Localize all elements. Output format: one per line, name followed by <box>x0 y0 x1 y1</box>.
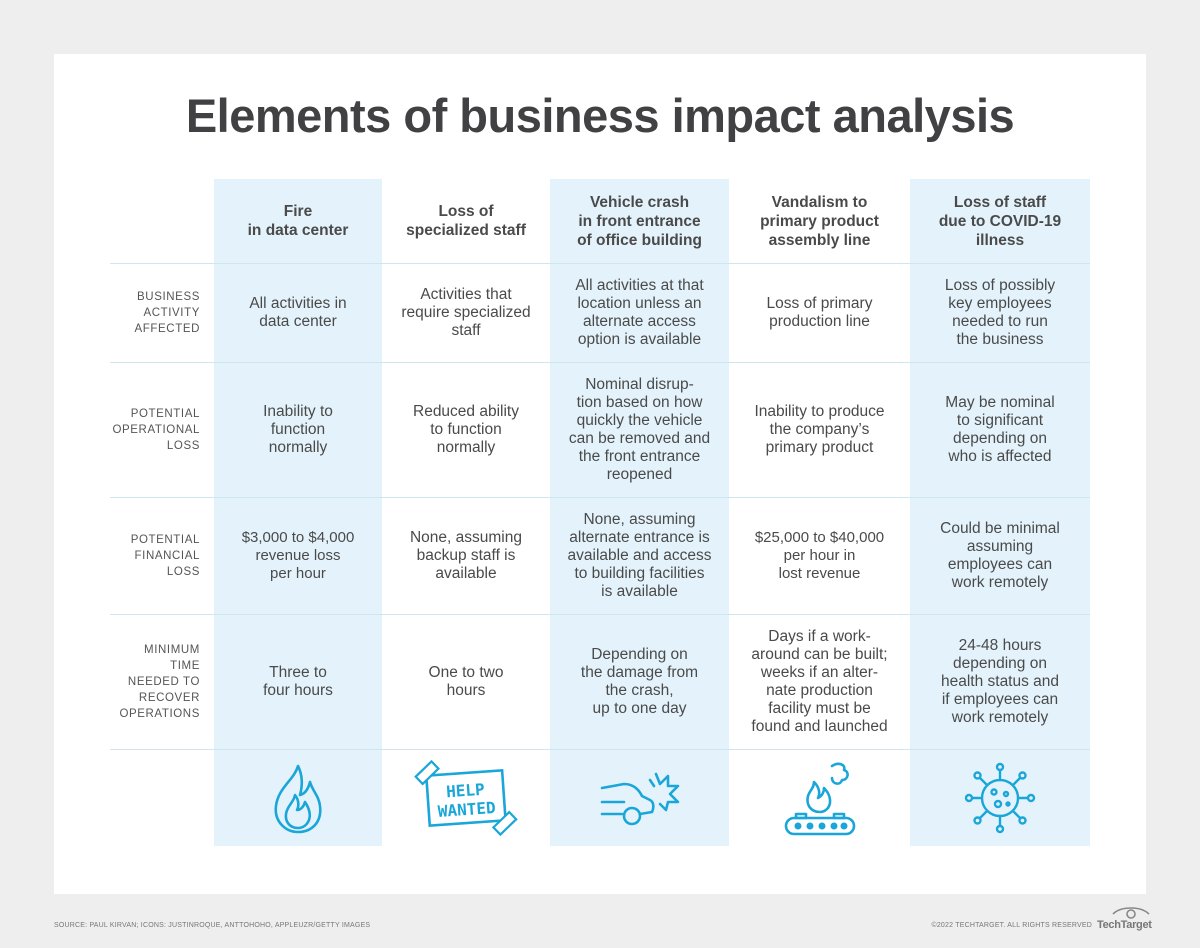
table-cell: Loss of primary production line <box>766 294 873 330</box>
column-shade-3 <box>550 179 729 846</box>
column-header-specialized-staff: Loss of specialized staff <box>406 203 526 239</box>
column-header-covid: Loss of staff due to COVID-19 illness <box>938 193 1062 249</box>
row-label-recovery-time: MINIMUM TIME NEEDED TO RECOVER OPERATION… <box>119 643 200 720</box>
burning-assembly-line-icon <box>729 752 910 844</box>
table-cell: $3,000 to $4,000 revenue loss per hour <box>241 528 355 582</box>
help-wanted-sign-icon: HELP WANTED <box>382 752 550 844</box>
table-cell: Three to four hours <box>263 663 333 699</box>
row-label-financial-loss: POTENTIAL FINANCIAL LOSS <box>130 533 200 578</box>
row-divider <box>110 362 1090 363</box>
fire-icon <box>214 752 382 844</box>
table-cell: May be nominal to significant depending … <box>945 393 1055 465</box>
table-cell: Inability to function normally <box>263 402 333 456</box>
table-cell: All activities in data center <box>249 294 347 330</box>
row-label-operational-loss: POTENTIAL OPERATIONAL LOSS <box>112 407 200 452</box>
row-divider <box>110 614 1090 615</box>
help-sign-line1: HELP <box>446 780 486 802</box>
row-divider <box>110 263 1090 264</box>
table-cell: One to two hours <box>428 663 504 699</box>
column-shade-1 <box>214 179 382 846</box>
column-header-vandalism: Vandalism to primary product assembly li… <box>760 193 879 249</box>
table-cell: None, assuming alternate entrance is ava… <box>567 510 712 600</box>
table-cell: 24-48 hours depending on health status a… <box>940 636 1060 726</box>
table-cell: Reduced ability to function normally <box>413 402 519 456</box>
source-credit: SOURCE: PAUL KIRVAN; ICONS: JUSTINROQUE,… <box>54 922 371 929</box>
table-cell: Activities that require specialized staf… <box>401 285 531 339</box>
table-cell: Loss of possibly key employees needed to… <box>944 276 1056 348</box>
eye-logo-icon <box>1112 907 1150 919</box>
table-cell: $25,000 to $40,000 per hour in lost reve… <box>754 528 885 582</box>
virus-icon <box>910 752 1090 844</box>
brand-name: TechTarget <box>1097 919 1152 931</box>
column-shade-5 <box>910 179 1090 846</box>
car-crash-icon <box>550 752 729 844</box>
table-cell: Days if a work- around can be built; wee… <box>751 627 888 735</box>
column-header-vehicle-crash: Vehicle crash in front entrance of offic… <box>577 193 702 249</box>
help-sign-line2: WANTED <box>437 798 496 821</box>
table-cell: Could be minimal assuming employees can … <box>940 519 1060 591</box>
row-label-business-activity: BUSINESS ACTIVITY AFFECTED <box>134 290 200 335</box>
page-title: Elements of business impact analysis <box>185 89 1015 142</box>
row-divider <box>110 497 1090 498</box>
table-cell: Nominal disrup- tion based on how quickl… <box>568 375 711 483</box>
techtarget-logo: TechTarget <box>1097 906 1152 932</box>
column-header-fire: Fire in data center <box>247 203 349 239</box>
row-divider <box>110 749 1090 750</box>
table-cell: Depending on the damage from the crash, … <box>580 645 699 717</box>
table-cell: All activities at that location unless a… <box>575 276 704 348</box>
copyright-notice: ©2022 TECHTARGET. ALL RIGHTS RESERVED <box>931 922 1092 929</box>
table-cell: Inability to produce the company’s prima… <box>754 402 885 456</box>
table-cell: None, assuming backup staff is available <box>409 528 522 582</box>
